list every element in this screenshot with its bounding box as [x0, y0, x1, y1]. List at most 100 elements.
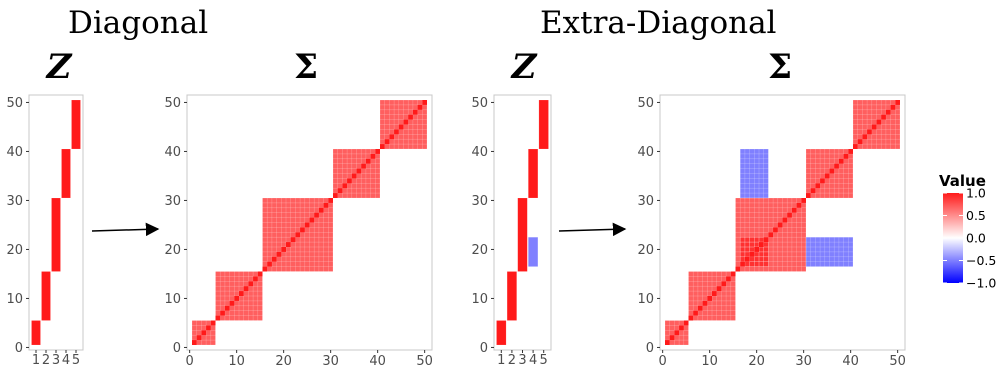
- diagonal-cell: [697, 305, 703, 311]
- y-tick-label: 0: [480, 341, 488, 356]
- diagonal-cell: [206, 325, 211, 331]
- diagonal-cell: [328, 198, 333, 203]
- diagonal-cell: [375, 149, 380, 154]
- diagonal-cell: [342, 183, 348, 189]
- diagonal-cell: [253, 276, 258, 282]
- y-tick-label: 0: [15, 341, 23, 356]
- diagonal-cell: [201, 330, 207, 336]
- x-tick-label: 1: [32, 353, 40, 368]
- diagonal-cell: [295, 232, 301, 238]
- diagonal-cell: [281, 247, 286, 252]
- panel-title: Z: [510, 47, 538, 87]
- diagonal-cell: [759, 242, 764, 247]
- diagonal-cell: [693, 310, 698, 316]
- diagonal-cell: [773, 227, 778, 233]
- x-tick-label: 30: [322, 354, 339, 369]
- y-tick-label: 20: [164, 243, 181, 258]
- panel-title: Σ: [294, 47, 318, 87]
- x-tick-label: 3: [518, 353, 526, 368]
- y-tick-label: 30: [164, 194, 181, 209]
- legend-tick-label: −0.5: [966, 253, 996, 268]
- x-tick-label: 4: [62, 353, 70, 368]
- diagonal-cell: [787, 212, 792, 218]
- diagonal-cell: [885, 109, 891, 115]
- arrows: [91, 222, 627, 237]
- diagonal-cell: [365, 158, 371, 164]
- diagonal-cell: [276, 251, 282, 257]
- z-cell: [51, 197, 61, 272]
- y-tick-label: 20: [6, 243, 23, 258]
- sigma-block: [806, 237, 853, 267]
- diagonal-cell: [215, 315, 221, 321]
- diagonal-cell: [398, 124, 404, 130]
- diagonal-cell: [267, 261, 272, 267]
- y-tick-label: 0: [173, 341, 181, 356]
- z-cell: [496, 320, 507, 346]
- diagonal-cell: [791, 207, 797, 213]
- cell-grid: [664, 99, 901, 346]
- legend-tick-label: −1.0: [966, 276, 996, 291]
- diagonal-cell: [730, 271, 736, 277]
- diagonal-cell: [669, 335, 675, 341]
- diagonal-cell: [370, 153, 376, 159]
- y-tick-label: 20: [471, 243, 488, 258]
- diagonal-cell: [683, 320, 689, 326]
- diagonal-cell: [239, 291, 244, 296]
- diagonal-cell: [389, 134, 395, 140]
- x-tick-label: 30: [795, 354, 812, 369]
- diagonal-cell: [394, 129, 399, 135]
- diagonal-cell: [735, 266, 741, 272]
- diagonal-cell: [679, 325, 684, 331]
- diagonal-cell: [890, 104, 896, 110]
- diagonal-cell: [829, 168, 835, 174]
- diagonal-cell: [196, 335, 202, 341]
- diagonal-cell: [290, 237, 296, 243]
- diagonal-cell: [740, 261, 745, 267]
- y-tick-label: 50: [471, 96, 488, 111]
- diagonal-cell: [867, 129, 872, 135]
- diagonal-cell: [337, 188, 343, 194]
- y-tick-label: 40: [471, 145, 488, 160]
- x-tick-label: 4: [529, 353, 537, 368]
- diagonal-cell: [815, 183, 821, 189]
- diagonal-cell: [707, 296, 712, 301]
- diagonal-cell: [721, 281, 727, 287]
- diagonal-cell: [234, 296, 239, 301]
- legend-title: Value: [939, 172, 986, 190]
- y-tick-label: 10: [637, 292, 654, 307]
- z-cell: [506, 271, 517, 321]
- diagonal-cell: [801, 198, 806, 203]
- y-tick-label: 0: [646, 341, 654, 356]
- panel-4: Σ 0 10 20 30 40 50 0 10 20 30 40 50: [637, 47, 905, 369]
- x-tick-label: 50: [889, 354, 906, 369]
- diagonal-cell: [248, 281, 254, 287]
- y-tick-label: 40: [637, 145, 654, 160]
- diagonal-cell: [763, 237, 769, 243]
- diagonal-cell: [876, 119, 882, 125]
- section-heading-diagonal: Diagonal: [68, 5, 208, 41]
- x-tick-label: 2: [508, 353, 516, 368]
- diagonal-cell: [347, 178, 352, 184]
- x-tick-label: 1: [497, 353, 505, 368]
- diagonal-cell: [210, 320, 216, 326]
- diagonal-cell: [361, 163, 366, 169]
- diagonal-cell: [871, 124, 877, 130]
- y-tick-label: 10: [164, 292, 181, 307]
- diagonal-cell: [834, 163, 839, 169]
- diagonal-cell: [881, 114, 886, 120]
- diagonal-cell: [674, 330, 680, 336]
- y-tick-label: 10: [471, 292, 488, 307]
- diagonal-cell: [716, 286, 722, 292]
- y-tick-label: 30: [637, 194, 654, 209]
- diagonal-cell: [417, 104, 423, 110]
- z-cell: [528, 236, 539, 267]
- diagonal-cell: [838, 158, 844, 164]
- diagonal-cell: [754, 247, 759, 252]
- x-tick-label: 3: [52, 353, 60, 368]
- diagonal-cell: [862, 134, 868, 140]
- z-cell: [31, 320, 41, 346]
- diagonal-cell: [782, 217, 788, 223]
- z-cell: [41, 271, 51, 321]
